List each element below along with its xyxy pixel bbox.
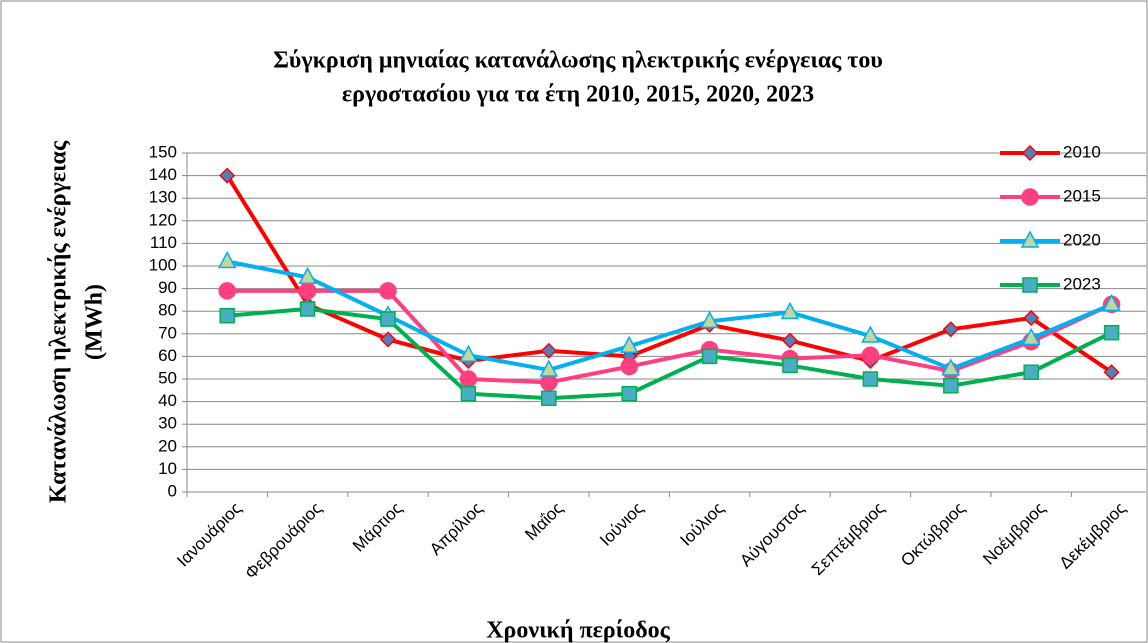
marker (1021, 327, 1041, 346)
y-tick-label: 140 (149, 165, 177, 184)
marker (459, 344, 478, 363)
line (226, 259, 1113, 373)
marker (1103, 324, 1120, 341)
y-tick-label: 120 (149, 210, 177, 229)
marker (942, 321, 959, 338)
marker (862, 371, 879, 387)
marker (620, 357, 638, 376)
marker (1023, 309, 1040, 327)
marker (298, 282, 317, 300)
marker (299, 301, 316, 317)
marker (541, 390, 557, 406)
marker (219, 167, 236, 184)
marker (781, 332, 799, 349)
line (227, 306, 1113, 401)
marker (782, 357, 798, 374)
y-tick-label: 100 (149, 255, 177, 274)
legend-label: 2020 (1063, 230, 1101, 249)
marker (1103, 364, 1120, 381)
marker (700, 310, 719, 329)
legend-marker (1021, 144, 1039, 162)
y-tick-label: 150 (149, 142, 177, 161)
marker (943, 378, 959, 394)
y-tick-label: 0 (168, 481, 177, 500)
y-tick-label: 50 (158, 368, 177, 387)
marker (380, 311, 396, 327)
y-tick-label: 40 (158, 391, 177, 410)
marker (780, 301, 800, 320)
y-tick-label: 60 (158, 346, 177, 365)
legend-label: 2023 (1063, 274, 1101, 293)
marker (1023, 364, 1039, 380)
marker (621, 385, 637, 402)
marker (861, 346, 880, 365)
marker (539, 359, 559, 377)
marker (459, 370, 478, 388)
legend-marker (1021, 188, 1039, 206)
marker (217, 250, 237, 269)
line (227, 288, 1113, 385)
x-axis-label: Χρονική περίοδος (486, 618, 670, 643)
legend-marker (1020, 230, 1040, 248)
y-tick-label: 130 (149, 188, 177, 207)
marker (941, 358, 961, 376)
line (225, 174, 1113, 374)
marker (619, 335, 639, 353)
y-tick-label: 90 (158, 278, 177, 297)
y-tick-label: 70 (158, 323, 177, 342)
marker (701, 348, 718, 365)
marker (219, 307, 235, 324)
y-tick-label: 30 (158, 414, 177, 433)
legend-label: 2010 (1063, 142, 1101, 161)
marker (540, 373, 558, 392)
y-tick-label: 10 (158, 459, 177, 478)
legend-label: 2015 (1063, 186, 1101, 205)
chart-title: Σύγκριση μηνιαίας κατανάλωσης ηλεκτρικής… (273, 48, 883, 74)
y-axis-label: (MWh) (82, 284, 108, 360)
marker (379, 331, 397, 348)
marker (218, 282, 236, 300)
marker (1102, 293, 1121, 312)
y-tick-label: 110 (150, 233, 177, 252)
chart-title: εργοστασίου για τα έτη 2010, 2015, 2020,… (342, 82, 814, 108)
y-tick-label: 80 (158, 301, 177, 320)
marker (540, 342, 557, 359)
y-tick-label: 20 (158, 436, 177, 455)
marker (379, 282, 397, 300)
marker (861, 325, 880, 343)
marker (298, 266, 317, 285)
y-axis-label: Κατανάλωση ηλεκτρικής ενέργειας (46, 140, 72, 503)
legend-marker (1022, 277, 1038, 293)
marker (460, 385, 477, 402)
